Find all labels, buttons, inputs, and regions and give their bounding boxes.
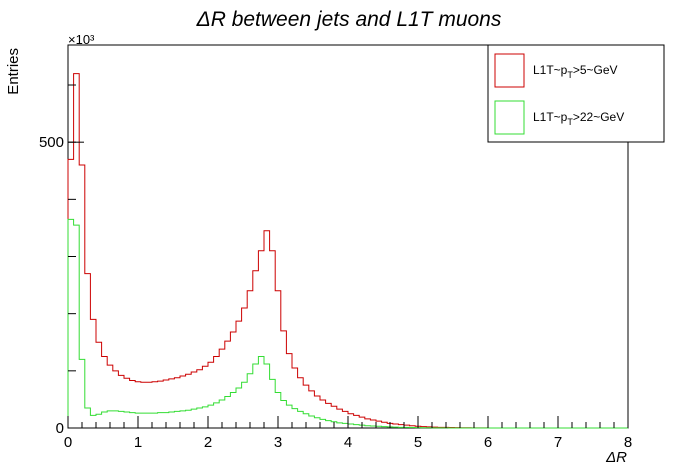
x-tick-label: 7 (554, 434, 562, 451)
x-tick-label: 2 (204, 434, 212, 451)
legend: L1T~pT>5~GeV L1T~pT>22~GeV (487, 44, 665, 143)
legend-label: L1T~pT>5~GeV (533, 63, 618, 80)
legend-swatch (494, 100, 525, 135)
x-tick-label: 6 (484, 434, 492, 451)
legend-entry: L1T~pT>22~GeV (494, 100, 624, 135)
y-tick-label: 0 (56, 420, 64, 437)
series-layer (67, 73, 628, 429)
x-tick-label: 3 (274, 434, 282, 451)
x-tick-label: 0 (64, 434, 72, 451)
x-tick-label: 8 (624, 434, 632, 451)
axis-layer: 0 1 2 3 4 5 6 7 8 0 500 (39, 84, 632, 451)
y-tick-label: 500 (39, 134, 64, 151)
series-line-1 (67, 218, 628, 429)
chart-title: ΔR between jets and L1T muons (196, 8, 502, 31)
x-axis-title: ΔR (605, 449, 627, 466)
legend-entry: L1T~pT>5~GeV (494, 53, 618, 88)
y-axis-multiplier: ×10³ (68, 32, 95, 47)
legend-swatch (494, 53, 525, 88)
x-tick-label: 4 (344, 434, 352, 451)
legend-label: L1T~pT>22~GeV (533, 110, 624, 127)
y-axis-title: Entries (5, 48, 22, 95)
x-tick-label: 1 (134, 434, 142, 451)
x-tick-label: 5 (414, 434, 422, 451)
